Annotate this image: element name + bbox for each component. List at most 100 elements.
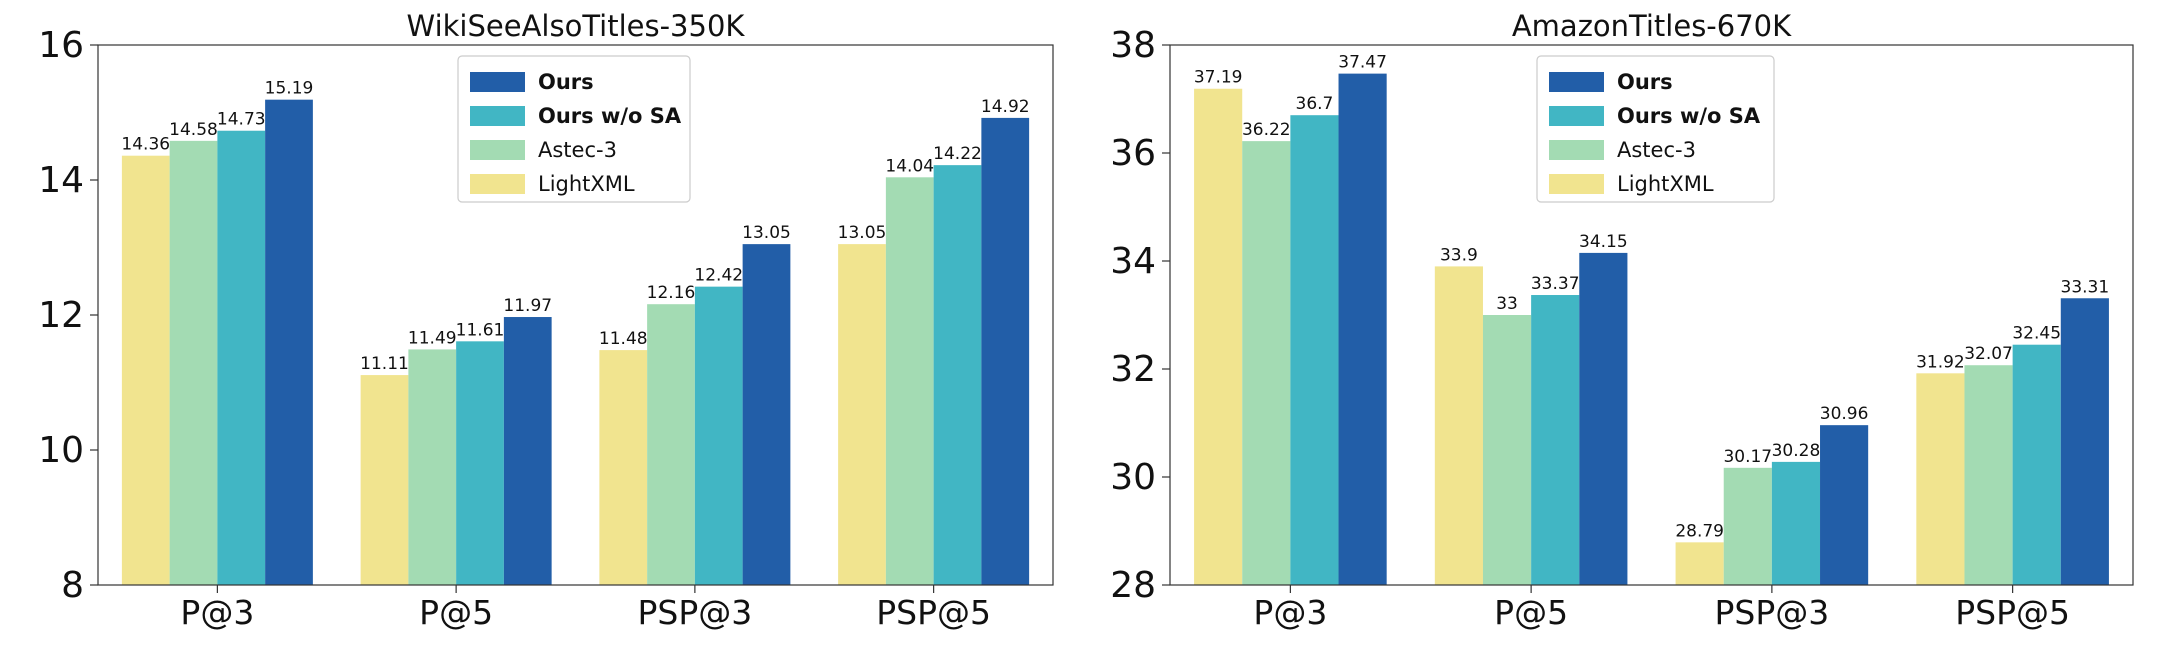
bar-ours-p3 — [265, 99, 313, 586]
data-label: 12.16 — [647, 283, 696, 303]
data-label: 36.22 — [1242, 120, 1291, 140]
legend-swatch — [470, 140, 525, 160]
legend-label: LightXML — [1617, 172, 1714, 196]
bar-astec-3-psp5 — [1964, 365, 2013, 585]
bar-lightxml-psp5 — [1916, 373, 1965, 585]
data-label: 15.19 — [265, 79, 314, 99]
bar-ours-w-o-sa-psp5 — [2012, 344, 2061, 585]
y-tick-label: 14 — [38, 160, 84, 201]
x-tick-label: PSP@5 — [876, 593, 991, 632]
data-label: 11.97 — [503, 296, 552, 316]
bar-astec-3-p3 — [169, 140, 218, 585]
bar-ours-psp3 — [742, 244, 791, 585]
x-tick-label: P@5 — [1494, 593, 1568, 632]
x-tick-label: P@5 — [419, 593, 493, 632]
bar-ours-w-o-sa-psp5 — [933, 165, 982, 585]
x-tick-label: PSP@3 — [638, 593, 753, 632]
y-tick-label: 28 — [1110, 565, 1156, 606]
data-label: 31.92 — [1916, 352, 1965, 372]
y-tick-label: 38 — [1110, 25, 1156, 66]
bar-lightxml-p5 — [1434, 266, 1483, 585]
legend-swatch — [470, 106, 525, 126]
legend-label: Ours — [538, 70, 594, 94]
data-label: 37.47 — [1338, 53, 1387, 73]
legend-label: Ours w/o SA — [1617, 104, 1761, 128]
legend: Ours Ours w/o SA Astec-3 LightXML — [457, 55, 691, 203]
y-tick-label: 12 — [38, 295, 84, 336]
legend-swatch — [1549, 72, 1604, 92]
legend-label: Astec-3 — [1617, 138, 1696, 162]
x-tick-label: PSP@5 — [1955, 593, 2070, 632]
legend-label: Astec-3 — [538, 138, 617, 162]
data-label: 32.45 — [2012, 324, 2061, 344]
data-label: 11.49 — [408, 328, 457, 348]
bar-astec-3-p5 — [1482, 315, 1532, 585]
y-tick-label: 36 — [1110, 133, 1156, 174]
data-label: 11.61 — [456, 320, 505, 340]
bar-ours-psp5 — [981, 117, 1030, 586]
bar-ours-p3 — [1338, 73, 1387, 586]
data-label: 14.73 — [217, 110, 266, 130]
legend-swatch — [1549, 174, 1604, 194]
data-label: 14.36 — [121, 135, 170, 155]
y-tick-label: 16 — [38, 25, 84, 66]
bar-lightxml-p3 — [121, 155, 170, 585]
plot-frame — [1169, 44, 2134, 586]
bar-ours-p5 — [1579, 252, 1628, 585]
chart-panel-1: WikiSeeAlsoTitles-350K 14.36 11.11 11.48 13.… — [38, 9, 1054, 632]
legend-label: LightXML — [538, 172, 635, 196]
x-tick-label: P@3 — [180, 593, 254, 632]
bar-lightxml-psp3 — [599, 350, 648, 585]
legend-label: Ours w/o SA — [538, 104, 682, 128]
legend-swatch — [1549, 106, 1604, 126]
bar-lightxml-psp3 — [1675, 542, 1724, 585]
data-label: 11.11 — [360, 354, 409, 374]
data-label: 33.31 — [2061, 277, 2110, 297]
bar-ours-w-o-sa-p5 — [456, 341, 504, 585]
bar-astec-3-psp3 — [1723, 467, 1772, 585]
legend: Ours Ours w/o SA Astec-3 LightXML — [1536, 55, 1775, 203]
y-tick-label: 32 — [1110, 349, 1156, 390]
bar-ours-w-o-sa-p5 — [1531, 295, 1580, 585]
data-label: 14.04 — [885, 156, 934, 176]
data-label: 30.96 — [1820, 404, 1869, 424]
data-label: 13.05 — [838, 223, 887, 243]
data-label: 14.22 — [933, 144, 982, 164]
data-label: 33.9 — [1440, 245, 1478, 265]
data-label: 36.7 — [1296, 94, 1334, 114]
data-label: 32.07 — [1964, 344, 2013, 364]
x-tick-label: PSP@3 — [1715, 593, 1830, 632]
bar-lightxml-p3 — [1194, 88, 1243, 586]
bar-ours-psp3 — [1820, 425, 1869, 585]
bar-ours-w-o-sa-p3 — [1290, 115, 1339, 585]
bar-astec-3-p5 — [408, 349, 457, 585]
y-tick-label: 10 — [38, 430, 84, 471]
legend-swatch — [470, 72, 525, 92]
bar-ours-psp5 — [2060, 298, 2109, 585]
bar-astec-3-psp3 — [647, 304, 695, 585]
x-tick-label: P@3 — [1253, 593, 1327, 632]
legend-label: Ours — [1617, 70, 1673, 94]
bar-astec-3-psp5 — [885, 177, 934, 586]
data-label: 14.92 — [981, 97, 1030, 117]
data-label: 33.37 — [1531, 274, 1580, 294]
data-label: 30.17 — [1723, 447, 1772, 467]
legend-box — [1536, 55, 1775, 203]
data-label: 14.58 — [169, 120, 218, 140]
y-tick-label: 8 — [61, 565, 84, 606]
data-label: 28.79 — [1675, 521, 1724, 541]
legend-box — [457, 55, 691, 203]
y-tick-label: 34 — [1110, 241, 1156, 282]
y-tick-label: 30 — [1110, 457, 1156, 498]
chart-title: AmazonTitles-670K — [1512, 9, 1792, 43]
data-label: 13.05 — [742, 223, 791, 243]
data-label: 33 — [1496, 294, 1518, 314]
chart-panel-2: AmazonTitles-670K 37.19 33.9 28.79 31.92 36.2… — [1110, 9, 2134, 632]
legend-swatch — [470, 174, 525, 194]
legend-swatch — [1549, 140, 1604, 160]
data-label: 30.28 — [1772, 441, 1821, 461]
data-label: 37.19 — [1194, 68, 1243, 88]
data-label: 34.15 — [1579, 232, 1628, 252]
bar-lightxml-psp5 — [838, 244, 886, 585]
